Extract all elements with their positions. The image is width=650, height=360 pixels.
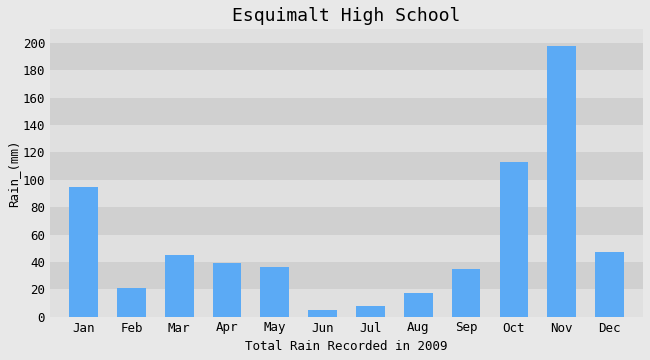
Bar [500, 162, 528, 317]
Bar [50, 70, 643, 98]
Bar [404, 293, 433, 317]
Bar [547, 46, 576, 317]
Bar [50, 152, 643, 180]
Bar [50, 207, 643, 234]
Bar [50, 180, 643, 207]
Bar [50, 234, 643, 262]
Bar [69, 186, 98, 317]
Bar [452, 269, 480, 317]
Bar [165, 255, 194, 317]
Bar [50, 98, 643, 125]
X-axis label: Total Rain Recorded in 2009: Total Rain Recorded in 2009 [245, 340, 448, 353]
Bar [308, 310, 337, 317]
Bar [50, 125, 643, 152]
Bar [261, 267, 289, 317]
Title: Esquimalt High School: Esquimalt High School [233, 7, 461, 25]
Y-axis label: Rain_(mm): Rain_(mm) [7, 139, 20, 207]
Bar [213, 263, 241, 317]
Bar [595, 252, 624, 317]
Bar [117, 288, 146, 317]
Bar [356, 306, 385, 317]
Bar [50, 289, 643, 317]
Bar [50, 262, 643, 289]
Bar [50, 43, 643, 70]
